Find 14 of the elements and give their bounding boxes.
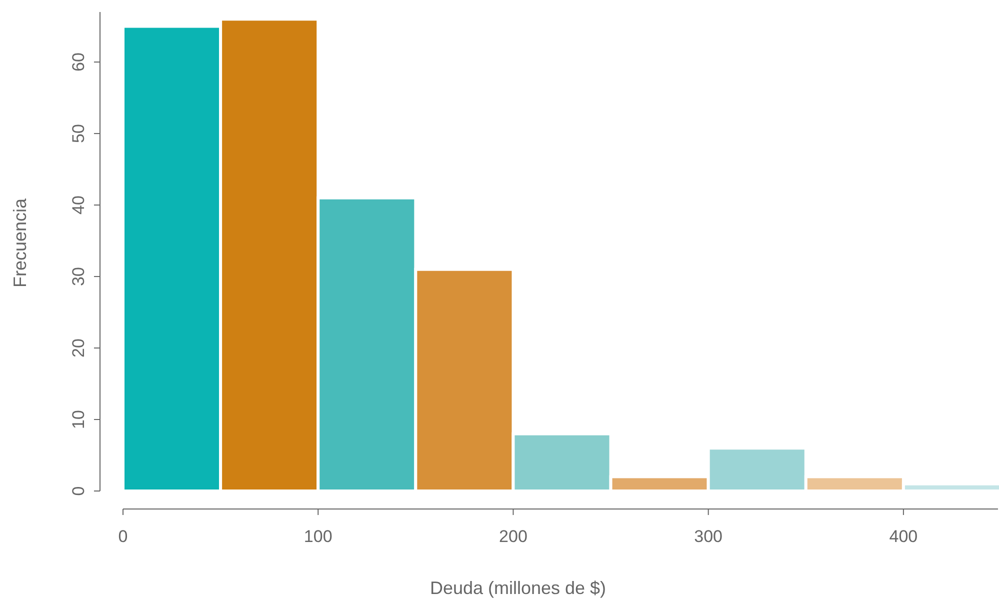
x-tick-label: 400 [889, 527, 918, 546]
x-axis-title: Deuda (millones de $) [430, 578, 606, 598]
y-axis-title: Frecuencia [10, 197, 30, 288]
x-tick-label: 0 [118, 527, 128, 546]
y-tick-label: 10 [69, 410, 88, 429]
x-tick-label: 300 [694, 527, 723, 546]
y-tick-label: 40 [69, 196, 88, 214]
y-tick-label: 20 [69, 338, 88, 358]
y-tick-label: 30 [69, 267, 88, 286]
y-tick-label: 60 [69, 52, 88, 72]
x-tick-label: 200 [499, 527, 528, 546]
y-tick-label: 0 [69, 486, 88, 496]
y-tick-label: 50 [69, 124, 88, 143]
x-tick-label: 100 [304, 527, 332, 546]
